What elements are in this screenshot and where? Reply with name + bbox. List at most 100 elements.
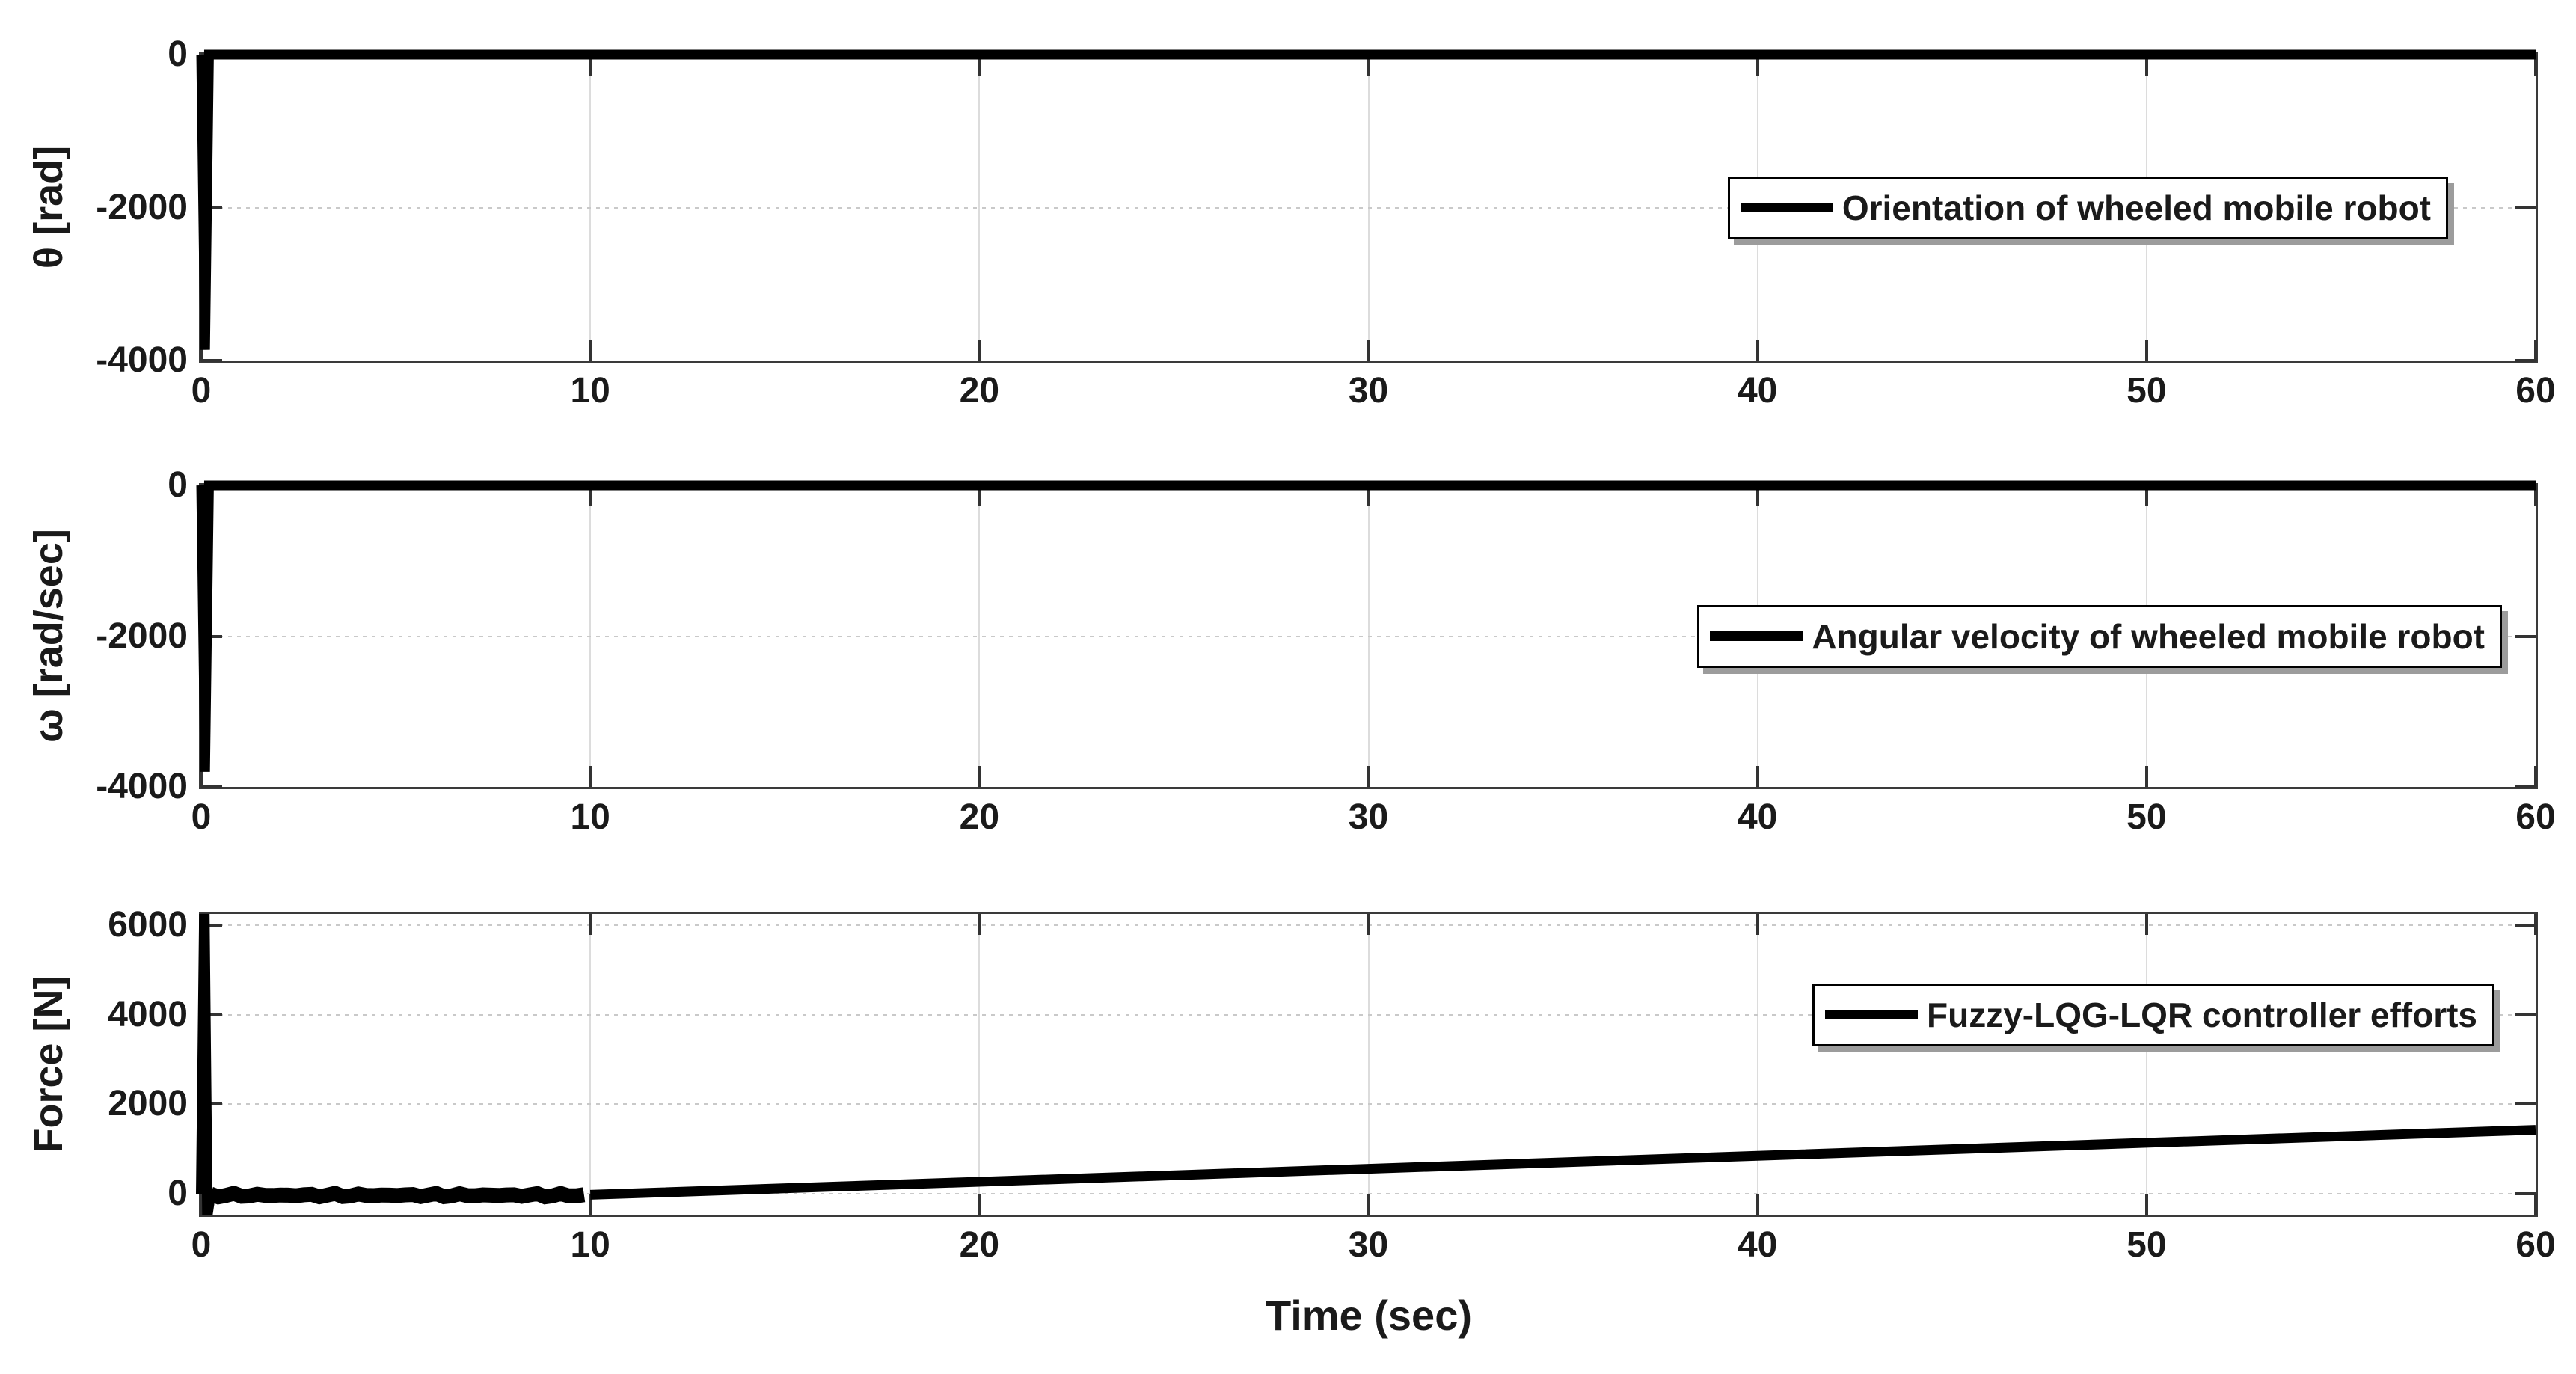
x-tick-mark — [2144, 766, 2148, 787]
y-tick-label: -4000 — [96, 340, 188, 380]
grid-line-horizontal — [201, 206, 2536, 209]
x-tick-label: 50 — [2126, 371, 2167, 411]
x-tick-mark — [978, 766, 981, 787]
x-tick-label: 60 — [2515, 1225, 2556, 1265]
x-tick-label: 10 — [570, 797, 610, 837]
x-tick-mark — [2534, 340, 2537, 361]
x-tick-label: 40 — [1737, 797, 1778, 837]
x-tick-mark — [1755, 55, 1759, 76]
x-tick-mark — [1755, 485, 1759, 506]
x-tick-label: 0 — [191, 371, 212, 411]
x-tick-label: 0 — [191, 1225, 212, 1265]
y-tick-label: 2000 — [108, 1084, 188, 1124]
x-tick-mark — [200, 340, 203, 361]
y-tick-mark — [201, 923, 222, 927]
y-axis-title-theta: θ [rad] — [26, 145, 71, 269]
grid-line-horizontal — [201, 1103, 2536, 1105]
x-tick-mark — [1367, 55, 1370, 76]
x-tick-mark — [2144, 914, 2148, 935]
x-tick-mark — [2534, 766, 2537, 787]
x-tick-mark — [1367, 340, 1370, 361]
data-line-force-initial-spike — [196, 913, 216, 1216]
y-tick-mark — [201, 785, 222, 788]
y-tick-label: -2000 — [96, 616, 188, 656]
y-tick-mark — [201, 1102, 222, 1106]
y-tick-mark — [2515, 359, 2536, 362]
x-tick-mark — [1367, 485, 1370, 506]
y-tick-mark — [2515, 206, 2536, 209]
legend-line-sample-icon — [1710, 631, 1803, 641]
x-tick-label: 40 — [1737, 371, 1778, 411]
legend-line-sample-icon — [1740, 203, 1833, 212]
y-tick-label: 4000 — [108, 994, 188, 1034]
legend-label: Orientation of wheeled mobile robot — [1841, 188, 2431, 227]
x-tick-label: 0 — [191, 797, 212, 837]
grid-line-horizontal — [201, 1013, 2536, 1016]
grid-line-vertical — [589, 914, 592, 1215]
x-tick-label: 20 — [959, 371, 1000, 411]
grid-line-horizontal — [201, 635, 2536, 637]
grid-line-vertical — [2145, 914, 2147, 1215]
y-tick-mark — [2515, 785, 2536, 788]
x-tick-mark — [2534, 485, 2537, 506]
orientation-plot-canvas — [196, 49, 2536, 350]
x-tick-mark — [589, 55, 592, 76]
x-tick-mark — [978, 340, 981, 361]
x-tick-label: 60 — [2515, 371, 2556, 411]
y-axis-title-force: Force [N] — [26, 975, 71, 1153]
x-tick-mark — [2534, 914, 2537, 935]
subplot-orientation: Orientation of wheeled mobile robot 0 10 2… — [96, 37, 2555, 409]
legend-line-sample-icon — [1825, 1010, 1918, 1020]
x-tick-mark — [589, 340, 592, 361]
y-tick-mark — [2515, 1013, 2536, 1016]
x-tick-mark — [1755, 340, 1759, 361]
x-tick-mark — [2534, 1194, 2537, 1215]
legend-label: Fuzzy-LQG-LQR controller efforts — [1927, 995, 2477, 1034]
y-tick-label: -4000 — [96, 767, 188, 806]
y-tick-label: 0 — [168, 34, 188, 74]
grid-line-vertical — [1756, 914, 1758, 1215]
x-tick-label: 20 — [959, 797, 1000, 837]
x-tick-mark — [978, 55, 981, 76]
x-tick-mark — [2144, 485, 2148, 506]
x-tick-mark — [589, 1194, 592, 1215]
x-tick-label: 40 — [1737, 1225, 1778, 1265]
x-tick-mark — [200, 766, 203, 787]
x-tick-mark — [589, 914, 592, 935]
x-tick-mark — [1367, 766, 1370, 787]
legend-label: Angular velocity of wheeled mobile robot — [1812, 616, 2485, 656]
x-tick-mark — [1755, 1194, 1759, 1215]
controller-effort-plot-canvas — [196, 913, 2536, 1216]
x-tick-label: 20 — [959, 1225, 1000, 1265]
legend-controller-effort: Fuzzy-LQG-LQR controller efforts — [1812, 983, 2494, 1046]
y-tick-label: -2000 — [96, 187, 188, 227]
x-tick-mark — [2144, 340, 2148, 361]
y-tick-mark — [201, 1013, 222, 1016]
x-axis-title: Time (sec) — [1266, 1292, 1472, 1339]
x-tick-label: 60 — [2515, 797, 2556, 837]
x-tick-mark — [2534, 55, 2537, 76]
subplot-angular-velocity: Angular velocity of wheeled mobile robot… — [96, 467, 2555, 835]
y-tick-label: 6000 — [108, 904, 188, 945]
y-tick-mark — [201, 359, 222, 362]
data-line-omega — [196, 480, 2536, 772]
legend-orientation: Orientation of wheeled mobile robot — [1727, 176, 2448, 239]
grid-line-vertical — [978, 914, 981, 1215]
data-line-theta — [196, 49, 2536, 350]
y-tick-mark — [2515, 923, 2536, 927]
x-tick-mark — [589, 766, 592, 787]
x-tick-mark — [1367, 914, 1370, 935]
data-line-force-chatter — [208, 1186, 586, 1205]
y-axis-title-omega: ω [rad/sec] — [26, 529, 71, 743]
x-tick-mark — [978, 1194, 981, 1215]
x-tick-label: 30 — [1348, 797, 1389, 837]
x-tick-label: 10 — [570, 1225, 610, 1265]
y-tick-mark — [2515, 1102, 2536, 1106]
y-tick-label: 0 — [168, 1174, 188, 1214]
x-tick-mark — [1755, 766, 1759, 787]
x-tick-mark — [200, 1194, 203, 1215]
subplot-controller-effort: Fuzzy-LQG-LQR controller efforts 0 10 20 30… — [108, 907, 2555, 1263]
x-tick-label: 50 — [2126, 797, 2167, 837]
x-tick-mark — [2144, 55, 2148, 76]
